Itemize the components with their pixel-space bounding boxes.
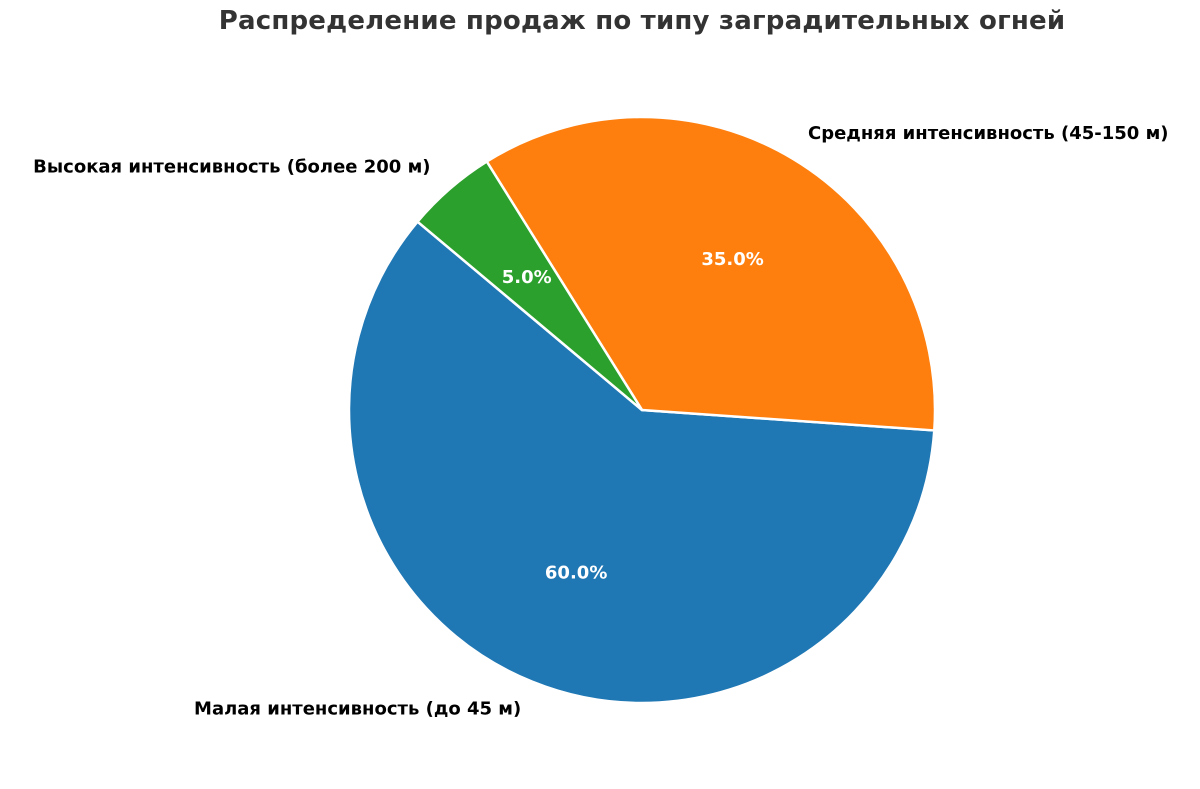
pie-slices bbox=[347, 115, 937, 705]
pie-slice-3 bbox=[415, 159, 644, 411]
pie-category-label: Средняя интенсивность (45-150 м) bbox=[808, 123, 1169, 144]
chart-title: Распределение продаж по типу заградитель… bbox=[218, 6, 1066, 36]
pie-percent-label: 35.0% bbox=[701, 249, 763, 270]
pie-category-label: Малая интенсивность (до 45 м) bbox=[194, 698, 521, 719]
pie-slice-1 bbox=[347, 219, 936, 705]
pie-slice-2 bbox=[485, 115, 937, 432]
pie-labels: 60.0% Малая интенсивность (до 45 м) 35.0% С… bbox=[33, 123, 1168, 719]
pie-percent-label: 5.0% bbox=[502, 267, 552, 288]
pie-percent-label: 60.0% bbox=[545, 562, 607, 583]
pie-category-label: Высокая интенсивность (более 200 м) bbox=[33, 156, 430, 177]
